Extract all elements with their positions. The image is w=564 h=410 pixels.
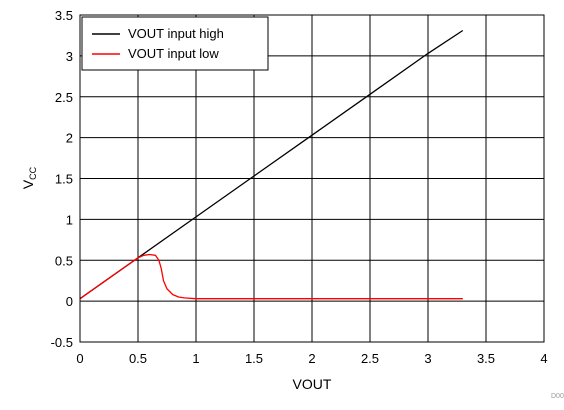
series-layer [79, 29, 464, 300]
series-line-2 [79, 253, 463, 300]
x-tick-label: 1 [192, 351, 199, 366]
y-tick-label: 3.5 [55, 8, 73, 23]
x-tick-label: 2.5 [361, 351, 379, 366]
y-tick-labels: -0.5 0 0.5 1 1.5 2 2.5 3 3.5 [51, 8, 73, 350]
series-line-1 [79, 29, 464, 300]
plot-frame [79, 14, 545, 343]
y-tick-label: 3 [66, 49, 73, 64]
y-tick-label: 0 [66, 294, 73, 309]
x-axis-title: VOUT [293, 376, 332, 392]
x-tick-label: 2 [308, 351, 315, 366]
x-tick-label: 0 [76, 351, 83, 366]
x-tick-label: 0.5 [129, 351, 147, 366]
y-tick-label: -0.5 [51, 335, 73, 350]
y-tick-label: 1.5 [55, 172, 73, 187]
x-tick-labels: 0 0.5 1 1.5 2 2.5 3 3.5 4 [76, 351, 547, 366]
legend-box [81, 16, 269, 71]
x-tick-label: 3 [424, 351, 431, 366]
y-axis-title-sub: CC [28, 166, 38, 179]
legend-label: VOUT input low [128, 46, 219, 61]
y-tick-label: 2.5 [55, 90, 73, 105]
legend: VOUT input high VOUT input low [81, 16, 269, 71]
x-tick-label: 3.5 [477, 351, 495, 366]
x-tick-label: 1.5 [245, 351, 263, 366]
y-tick-label: 2 [66, 131, 73, 146]
y-axis-title: VCC [20, 166, 38, 189]
legend-label: VOUT input high [128, 26, 224, 41]
x-tick-label: 4 [540, 351, 547, 366]
y-tick-label: 0.5 [55, 253, 73, 268]
y-tick-label: 1 [66, 212, 73, 227]
corner-code: D00 [551, 393, 564, 400]
